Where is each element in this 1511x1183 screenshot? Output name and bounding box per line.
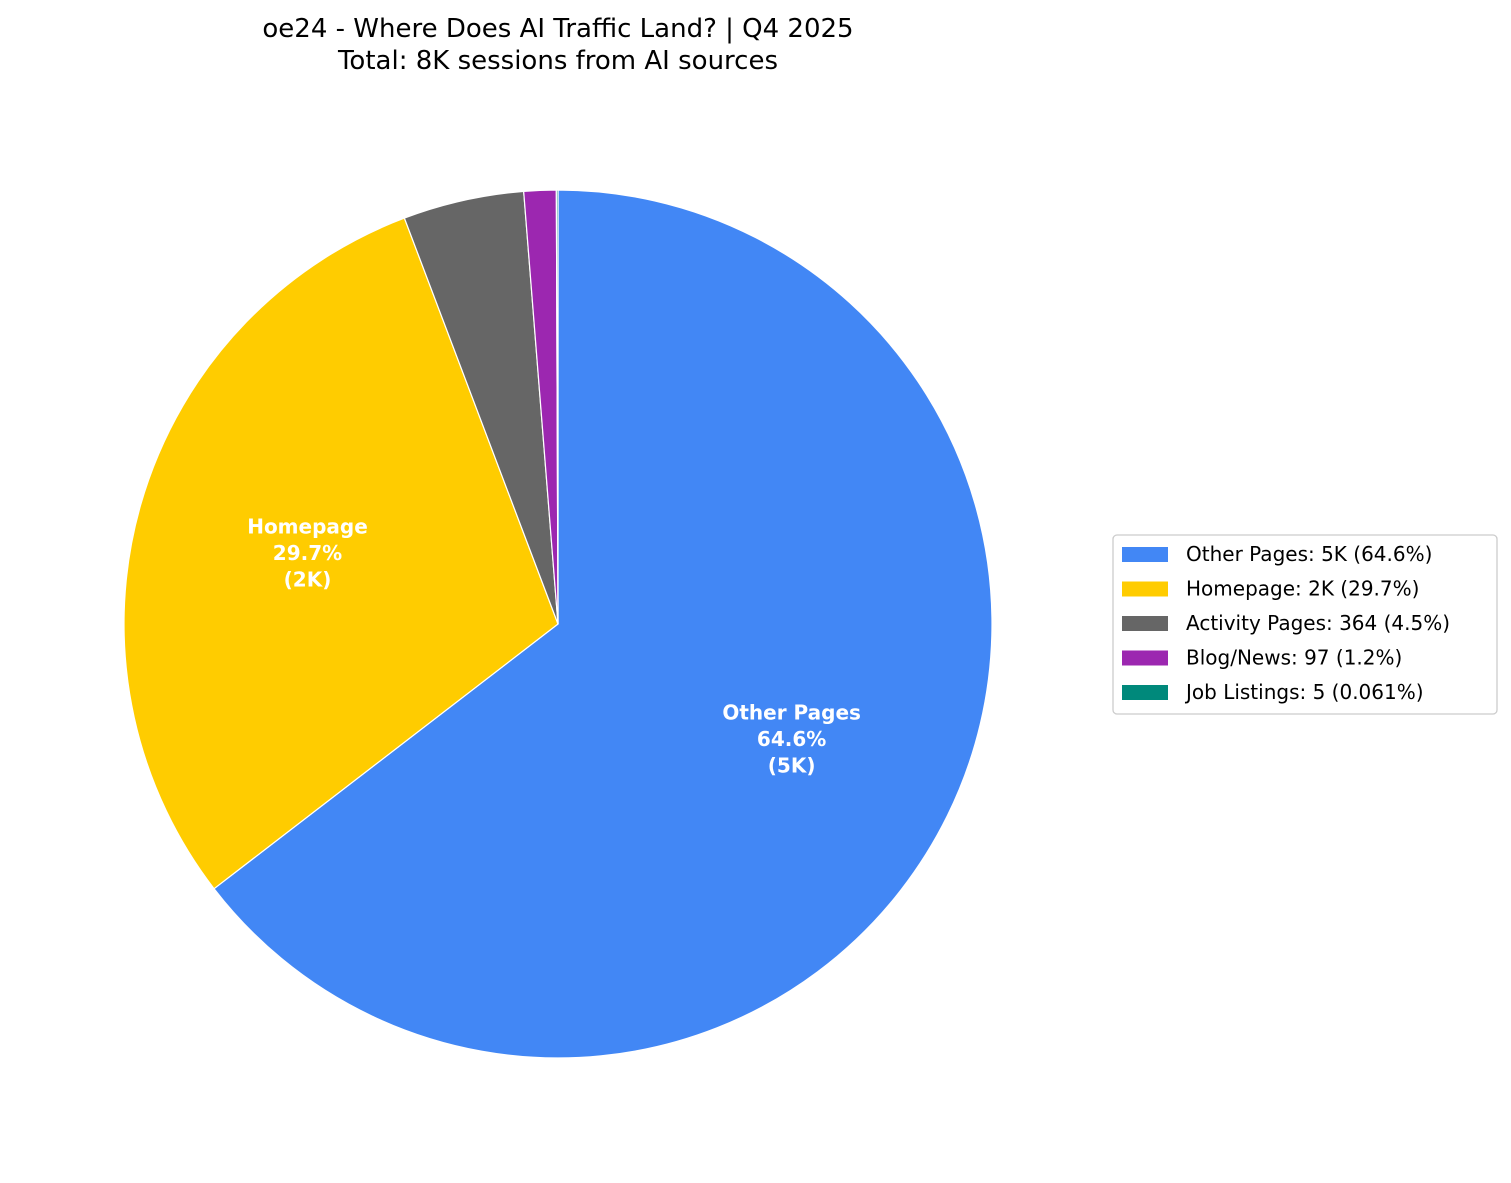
slice-label-other-pages: Other Pages 64.6% (5K) [722, 701, 861, 778]
legend-label-job-listings: Job Listings: 5 (0.061%) [1184, 680, 1424, 704]
pie-slice-homepage [123, 217, 559, 890]
legend: Other Pages: 5K (64.6%) Homepage: 2K (29.… [1112, 534, 1498, 715]
legend-label-other-pages: Other Pages: 5K (64.6%) [1186, 542, 1432, 566]
legend-swatch-job-listings [1122, 685, 1168, 700]
legend-swatch-other-pages [1122, 547, 1168, 562]
legend-frame [1112, 534, 1498, 715]
pie-slice-job-listings [555, 189, 559, 625]
pie-slices [123, 189, 993, 1059]
chart-title: oe24 - Where Does AI Traffic Land? | Q4 … [262, 14, 853, 44]
pie-slice-labels: Other Pages 64.6% (5K) Homepage 29.7% (2K) [247, 514, 861, 777]
legend-label-activity-pages: Activity Pages: 364 (4.5%) [1186, 611, 1450, 635]
legend-swatch-activity-pages [1122, 616, 1168, 631]
pie-slice-other-pages [213, 189, 993, 1059]
chart-subtitle: Total: 8K sessions from AI sources [337, 46, 778, 76]
legend-swatch-blog-news [1122, 650, 1168, 666]
legend-swatch-homepage [1122, 581, 1168, 597]
legend-label-blog-news: Blog/News: 97 (1.2%) [1186, 646, 1402, 670]
legend-label-homepage: Homepage: 2K (29.7%) [1186, 577, 1419, 601]
slice-label-homepage: Homepage 29.7% (2K) [247, 514, 368, 591]
